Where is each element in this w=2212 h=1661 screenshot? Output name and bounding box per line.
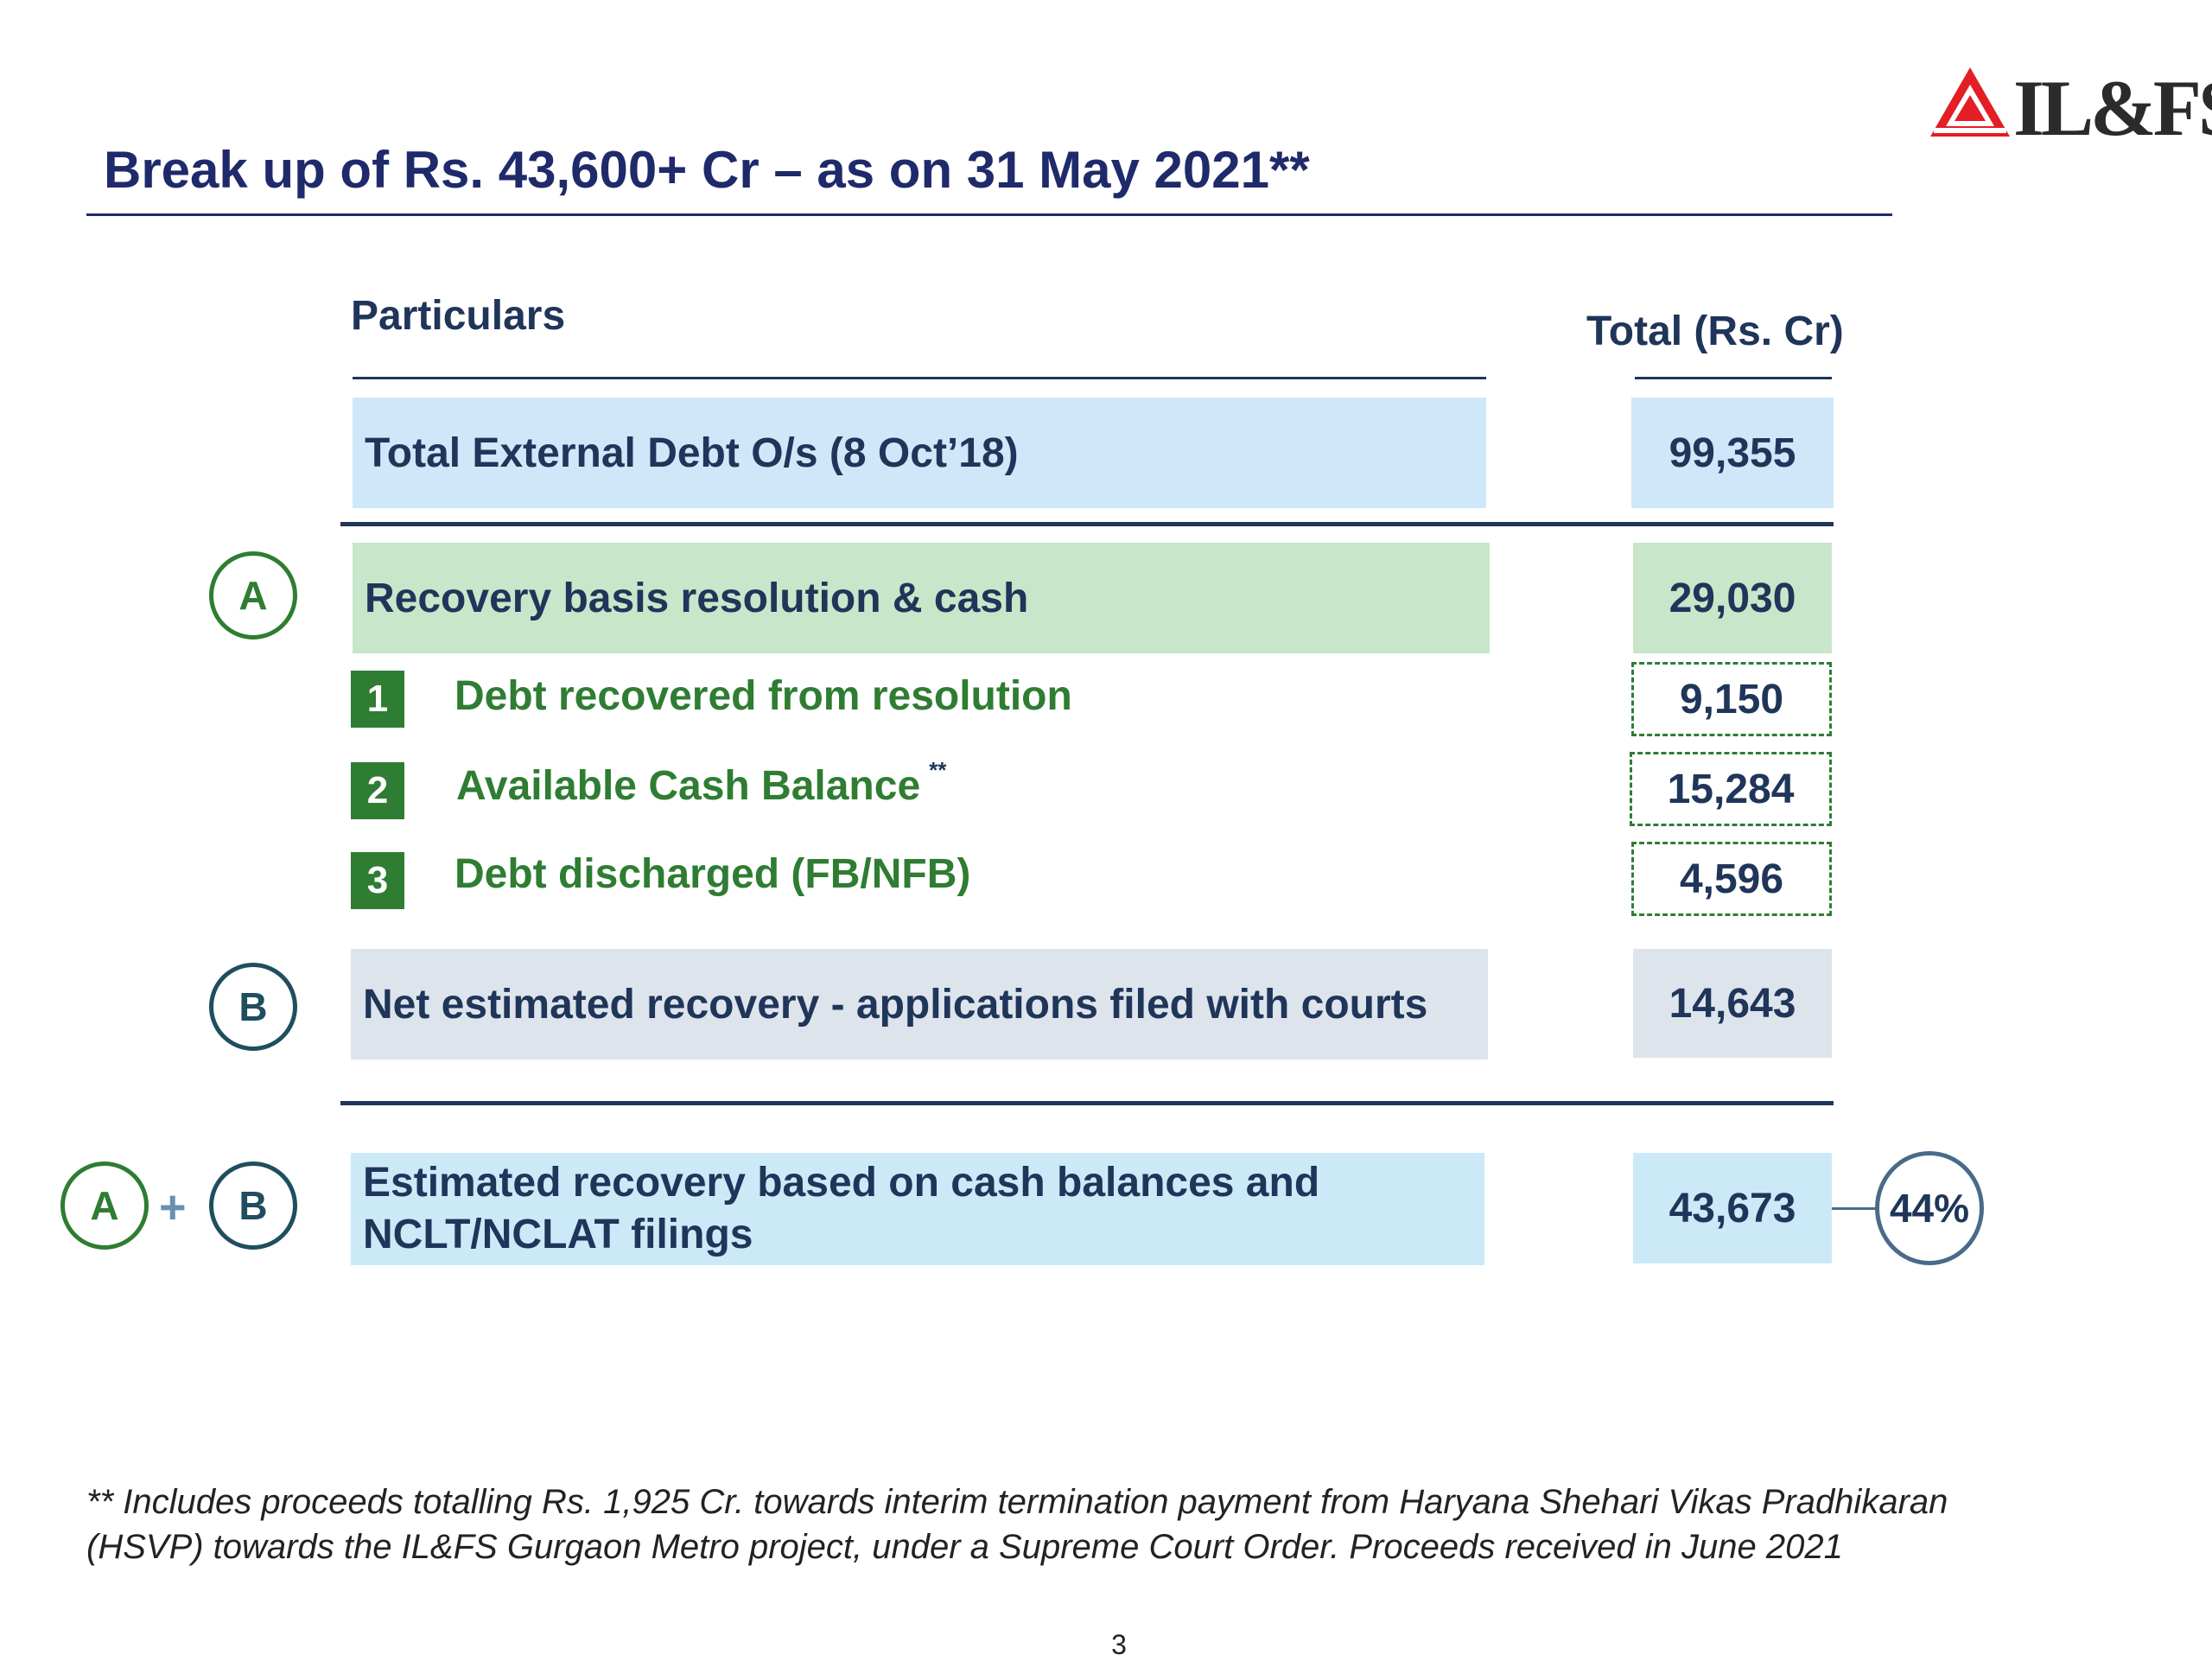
sub-item-2-text: Available Cash Balance xyxy=(456,763,921,809)
page-title: Break up of Rs. 43,600+ Cr – as on 31 Ma… xyxy=(104,141,1310,199)
title-underline xyxy=(86,213,1892,216)
sub-item-2-number: 2 xyxy=(351,762,404,819)
total-header-rule xyxy=(1635,377,1832,379)
particulars-header-rule xyxy=(353,377,1486,379)
footnote-line1: ** Includes proceeds totalling Rs. 1,925… xyxy=(86,1483,1948,1521)
ab-row-label-line2: NCLT/NCLAT filings xyxy=(363,1212,753,1257)
b-row-value: 14,643 xyxy=(1633,949,1832,1058)
footnote: ** Includes proceeds totalling Rs. 1,925… xyxy=(86,1480,2143,1569)
ilfs-logo: IL&FS xyxy=(1927,59,2212,152)
page-number: 3 xyxy=(1111,1629,1127,1660)
marker-a: A xyxy=(209,551,297,640)
sub-item-2-value: 15,284 xyxy=(1630,752,1832,826)
sub-item-3-value: 4,596 xyxy=(1631,842,1832,916)
recovery-percent-badge: 44% xyxy=(1875,1151,1984,1265)
sub-item-1-value: 9,150 xyxy=(1631,662,1832,736)
sub-item-3-label: Debt discharged (FB/NFB) xyxy=(454,851,971,897)
separator-bottom xyxy=(340,1101,1834,1105)
plus-sign: + xyxy=(159,1181,187,1233)
ilfs-logo-icon xyxy=(1930,67,2010,137)
a-row-label: Recovery basis resolution & cash xyxy=(353,543,1490,653)
sub-item-1-number: 1 xyxy=(351,671,404,728)
sub-item-1-label: Debt recovered from resolution xyxy=(454,673,1072,719)
ab-row-label-line1: Estimated recovery based on cash balance… xyxy=(363,1160,1320,1206)
marker-ab-b: B xyxy=(209,1161,297,1250)
marker-b: B xyxy=(209,963,297,1051)
b-row-label: Net estimated recovery - applications fi… xyxy=(351,949,1488,1060)
logo-text: IL&FS xyxy=(2013,64,2212,152)
total-debt-value: 99,355 xyxy=(1631,398,1834,508)
total-debt-label: Total External Debt O/s (8 Oct’18) xyxy=(353,398,1486,508)
sub-item-2-label: Available Cash Balance ** xyxy=(456,757,946,810)
percent-connector xyxy=(1832,1207,1877,1210)
separator-top xyxy=(340,522,1834,526)
ab-row-label: Estimated recovery based on cash balance… xyxy=(351,1153,1484,1265)
marker-ab-a: A xyxy=(60,1161,149,1250)
sub-item-2-footnote-mark: ** xyxy=(929,757,947,783)
a-row-value: 29,030 xyxy=(1633,543,1832,653)
footnote-line2: (HSVP) towards the IL&FS Gurgaon Metro p… xyxy=(86,1528,1843,1566)
sub-item-3-number: 3 xyxy=(351,852,404,909)
particulars-header: Particulars xyxy=(351,293,566,339)
ab-row-value: 43,673 xyxy=(1633,1153,1832,1263)
total-header: Total (Rs. Cr) xyxy=(1586,309,1844,354)
